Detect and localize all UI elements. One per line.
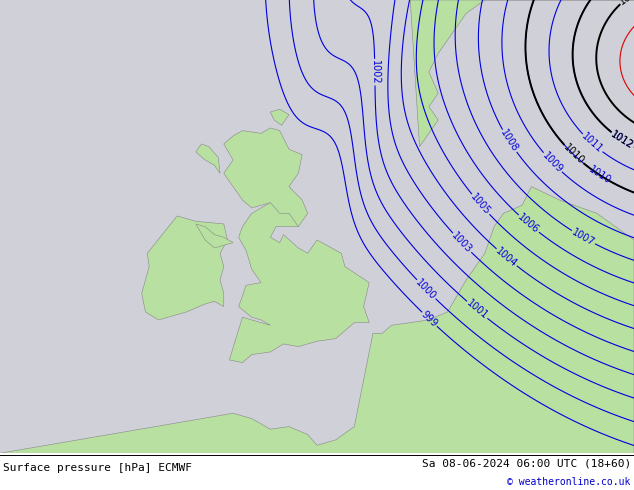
Polygon shape [270, 109, 289, 125]
Polygon shape [224, 128, 307, 226]
Text: Surface pressure [hPa] ECMWF: Surface pressure [hPa] ECMWF [3, 463, 192, 473]
Text: 1006: 1006 [516, 212, 541, 236]
Text: 1003: 1003 [450, 230, 474, 255]
Polygon shape [142, 216, 228, 320]
Polygon shape [0, 187, 634, 453]
Text: 1005: 1005 [469, 192, 493, 217]
Text: 1011: 1011 [579, 131, 605, 155]
Text: Sa 08-06-2024 06:00 UTC (18+60): Sa 08-06-2024 06:00 UTC (18+60) [422, 459, 631, 468]
Text: 1009: 1009 [540, 150, 564, 175]
Polygon shape [410, 0, 634, 147]
Text: 1010: 1010 [587, 164, 613, 186]
Polygon shape [196, 144, 220, 173]
Text: 1002: 1002 [370, 60, 380, 84]
Text: 1013: 1013 [618, 0, 634, 7]
Text: 1000: 1000 [414, 277, 438, 301]
Text: 1007: 1007 [570, 227, 597, 248]
Text: 1001: 1001 [465, 298, 489, 321]
Text: 1010: 1010 [561, 143, 586, 167]
Polygon shape [196, 224, 233, 248]
Text: 1008: 1008 [498, 128, 520, 154]
Text: © weatheronline.co.uk: © weatheronline.co.uk [507, 477, 631, 487]
Text: 1012: 1012 [609, 129, 634, 151]
Text: 1004: 1004 [494, 246, 519, 269]
Text: 999: 999 [419, 309, 439, 329]
Polygon shape [230, 203, 369, 363]
Text: 1012: 1012 [609, 129, 634, 151]
